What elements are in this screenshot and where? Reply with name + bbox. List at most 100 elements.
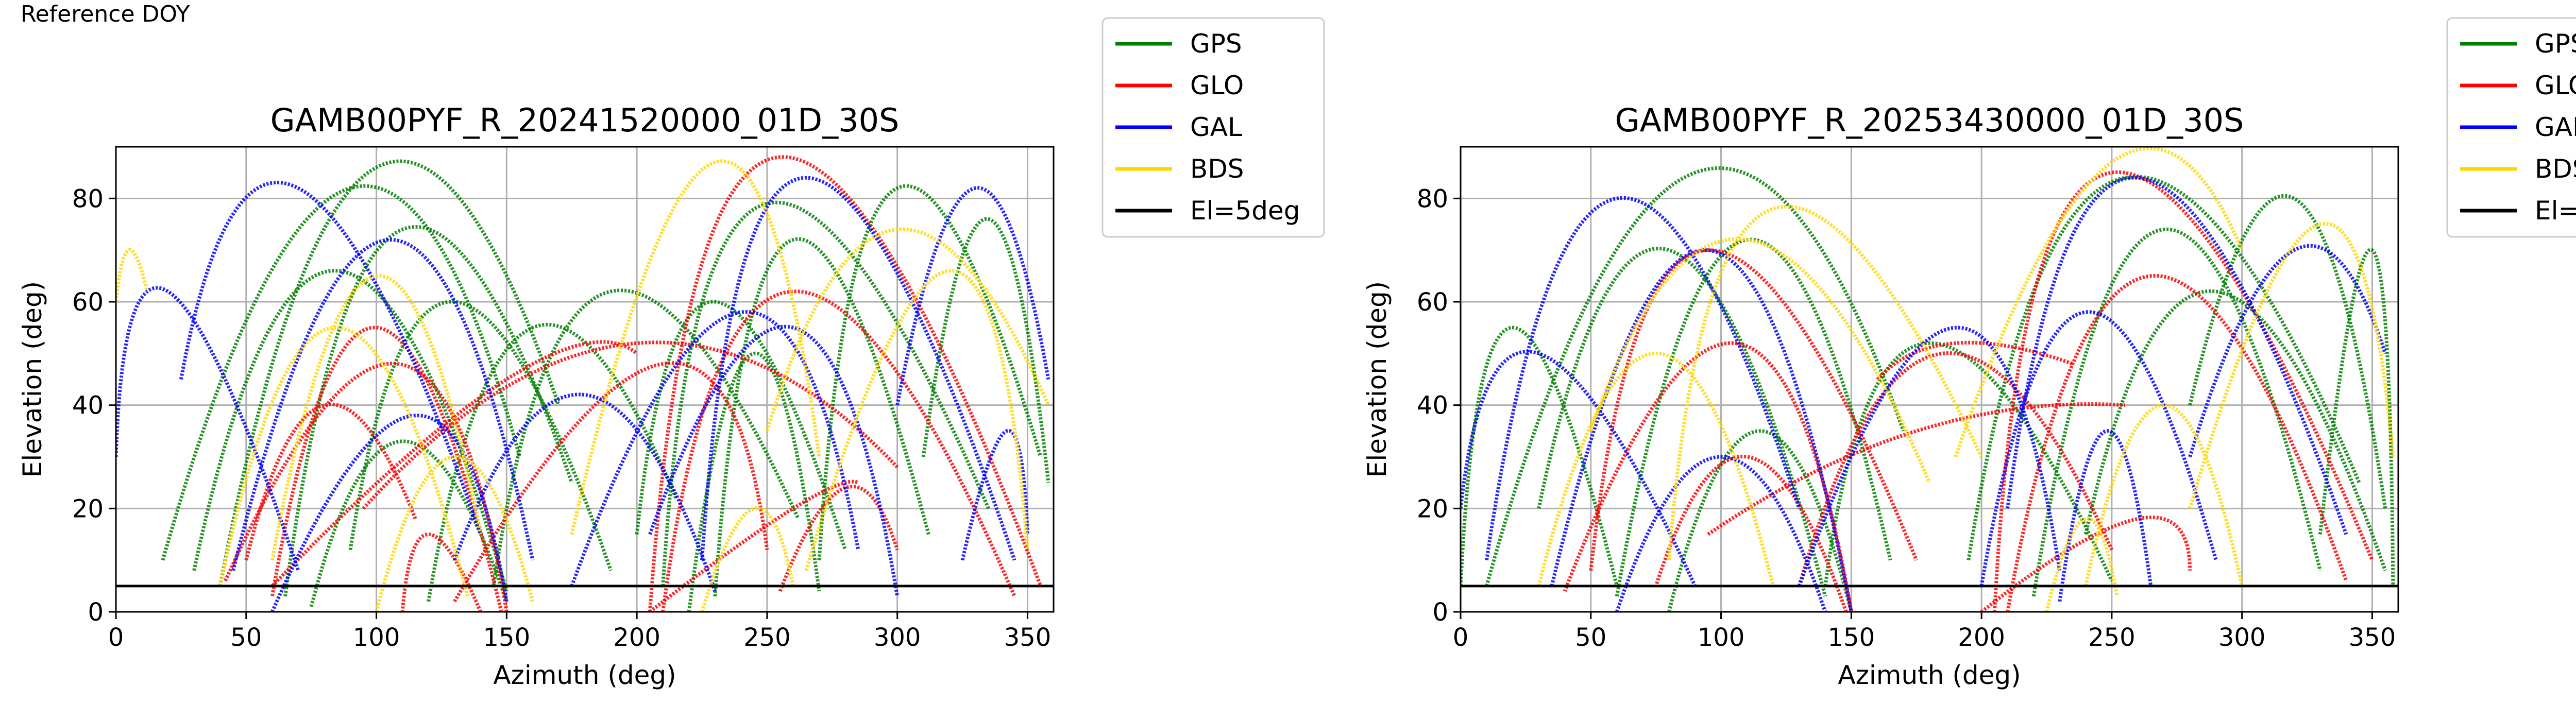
axes-frame — [115, 146, 1055, 613]
satellite-track — [116, 248, 149, 302]
satellite-track — [1563, 341, 1853, 612]
satellite-track — [2045, 517, 2119, 612]
satellite-track — [452, 392, 717, 592]
x-tick-label: 0 — [1453, 623, 1469, 652]
legend-label: GPS — [1190, 29, 1242, 59]
satellite-track — [1876, 340, 2074, 381]
satellite-track — [1615, 237, 1892, 597]
legend-box — [1101, 17, 1325, 238]
satellite-track — [453, 361, 769, 603]
y-tick-label: 80 — [1417, 184, 1448, 213]
satellite-track — [817, 184, 1043, 560]
x-tick-label: 200 — [1958, 623, 2005, 652]
satellite-track — [648, 155, 1042, 612]
satellite-track — [224, 362, 509, 612]
x-tick-label: 300 — [2218, 623, 2266, 652]
satellite-track — [270, 414, 509, 612]
satellite-track — [1537, 351, 1775, 587]
series-bds — [116, 159, 1050, 612]
y-axis-label: Elevation (deg) — [1362, 281, 1392, 477]
legend-label: GLO — [1190, 71, 1244, 100]
satellite-track — [1485, 166, 1905, 587]
satellite-track — [1967, 175, 2361, 561]
satellite-track — [1615, 455, 1827, 612]
chart-panel-2: 0 50 100 150 200 250 300 350 0 20 40 60 80 GAMB00PYF_… — [1362, 17, 2576, 690]
y-tick-label: 40 — [72, 391, 104, 420]
satellite-track — [2318, 248, 2395, 586]
y-tick-label: 60 — [72, 288, 104, 317]
satellite-track — [2083, 403, 2244, 587]
satellite-track — [161, 184, 521, 561]
satellite-track — [375, 455, 535, 612]
y-axis-label: Elevation (deg) — [18, 281, 47, 477]
satellite-track — [270, 274, 483, 561]
x-tick-label: 0 — [108, 623, 124, 652]
satellite-track — [283, 225, 574, 597]
series-gps — [1461, 166, 2395, 612]
satellite-track — [804, 269, 1029, 571]
satellite-track — [2188, 222, 2395, 509]
x-tick-label: 300 — [874, 623, 921, 652]
satellite-track — [713, 237, 930, 597]
legend-label: GLO — [2535, 71, 2576, 100]
satellite-track — [700, 506, 795, 612]
plot-area — [116, 155, 1050, 612]
satellite-track — [192, 269, 509, 592]
x-axis-label: Azimuth (deg) — [493, 660, 676, 690]
y-tick-label: 0 — [88, 598, 104, 627]
satellite-track — [116, 286, 300, 571]
y-tick-label: 60 — [1417, 288, 1448, 317]
series-bds — [1537, 147, 2395, 612]
satellite-track — [895, 186, 1050, 406]
satellite-track — [1589, 248, 1918, 571]
satellite-track — [1954, 147, 2244, 458]
satellite-track — [270, 325, 503, 612]
legend: GPS GLO GAL BDS El=5deg — [2446, 17, 2576, 238]
legend-label: BDS — [2535, 154, 2576, 184]
satellite-track — [1667, 429, 1853, 612]
satellite-track — [648, 324, 900, 597]
satellite-track — [765, 227, 1050, 432]
x-tick-label: 350 — [2349, 623, 2396, 652]
satellite-track — [2031, 228, 2322, 597]
x-tick-label: 150 — [1828, 623, 1875, 652]
satellite-track — [1589, 237, 1931, 484]
reference-doy-label: Reference DOY — [21, 1, 190, 27]
legend-label: GAL — [2535, 112, 2576, 142]
x-tick-label: 250 — [743, 623, 791, 652]
satellite-track — [700, 176, 1016, 561]
satellite-track — [2006, 273, 2348, 612]
satellite-track — [1797, 351, 2114, 587]
satellite-track — [179, 181, 483, 535]
plot-area — [1461, 147, 2395, 612]
satellite-track — [2083, 289, 2387, 571]
satellite-track — [635, 300, 847, 551]
y-tick-label: 0 — [1432, 598, 1448, 627]
satellite-track — [1823, 341, 2114, 587]
satellite-track — [1979, 310, 2218, 587]
series-gal — [1461, 176, 2387, 612]
x-tick-label: 50 — [230, 623, 262, 652]
satellite-track — [570, 310, 860, 587]
legend-label: GPS — [2535, 29, 2576, 59]
chart-panel-1: 0 50 100 150 200 250 300 350 0 20 40 60 80 GAMB00PYF_… — [18, 17, 1325, 690]
legend-label: El=5deg — [2535, 196, 2576, 226]
satellite-track — [218, 325, 469, 597]
satellite-track — [2188, 244, 2387, 458]
y-tick-label: 20 — [72, 494, 104, 523]
satellite-track — [1537, 247, 1827, 597]
satellite-track — [921, 217, 1050, 483]
y-tick-label: 80 — [72, 184, 104, 213]
x-tick-label: 250 — [2088, 623, 2136, 652]
chart-title: GAMB00PYF_R_20241520000_01D_30S — [270, 101, 900, 139]
satellite-track — [1797, 325, 2062, 587]
legend-label: GAL — [1190, 112, 1242, 142]
x-tick-label: 50 — [1575, 623, 1606, 652]
satellite-track — [1667, 204, 1984, 560]
satellite-track — [661, 289, 1016, 612]
x-tick-label: 100 — [353, 623, 400, 652]
satellite-track — [1980, 516, 2192, 612]
legend-label: BDS — [1190, 154, 1244, 184]
satellite-track — [1485, 196, 1801, 561]
